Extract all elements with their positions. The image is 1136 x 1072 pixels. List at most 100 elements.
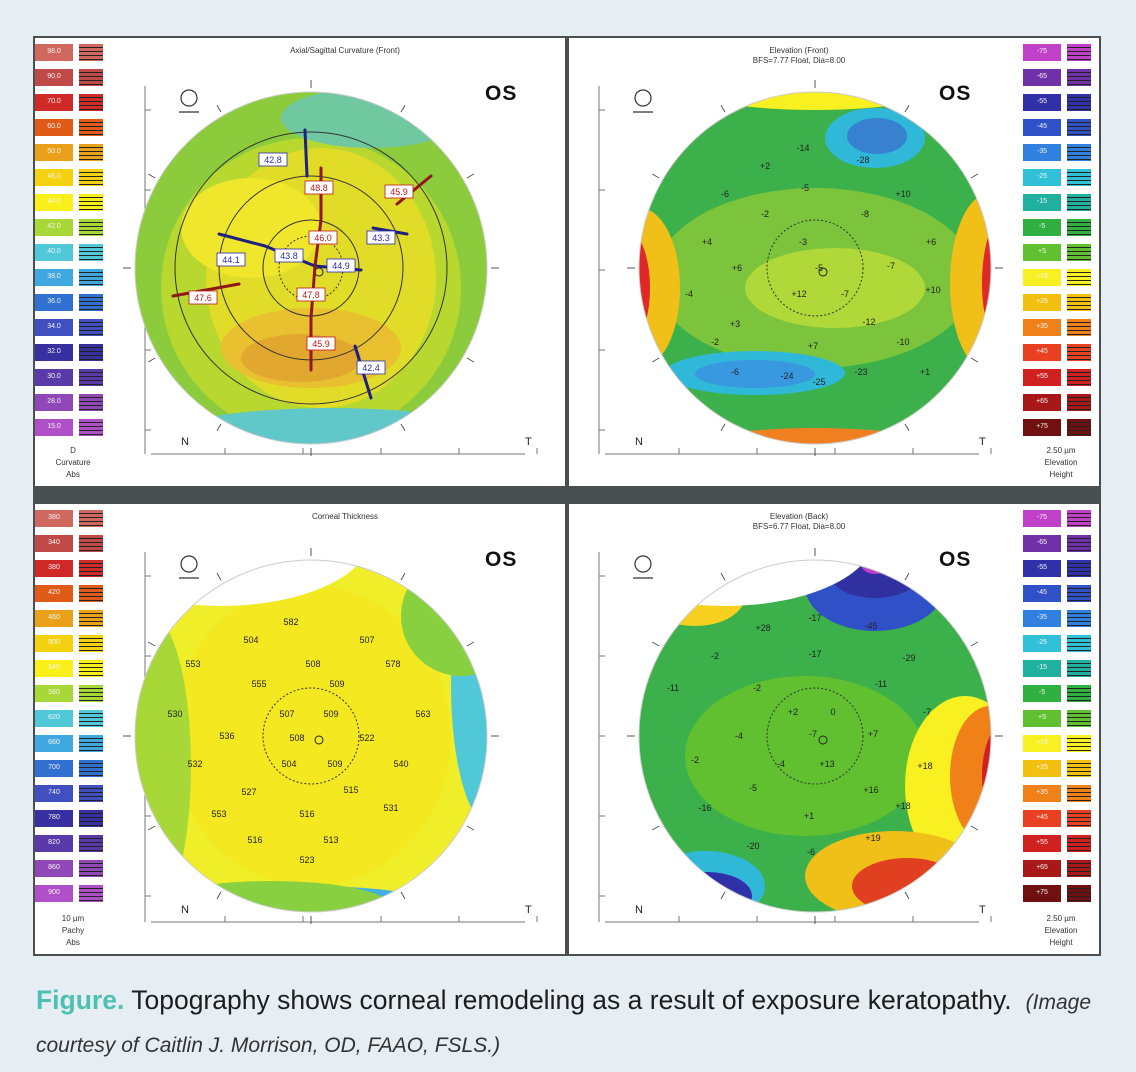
scale-swatch xyxy=(79,369,103,386)
eye-head-icon xyxy=(633,555,653,579)
axial-curvature-panel: 42.8 48.8 45.9 46.0 43.3 43.8 44.1 44.9 47.6 47.8… xyxy=(35,38,565,486)
map-value: 516 xyxy=(299,809,314,819)
map-value: -12 xyxy=(862,317,875,327)
scale-value: -15 xyxy=(1023,194,1061,211)
panel-title-line: Axial/Sagittal Curvature (Front) xyxy=(290,46,400,55)
scale-swatch xyxy=(1067,269,1091,286)
scale-swatch xyxy=(79,44,103,61)
curvature-value: 45.9 xyxy=(312,339,330,349)
map-value: -8 xyxy=(861,209,869,219)
map-value: 582 xyxy=(283,617,298,627)
map-value: 509 xyxy=(329,679,344,689)
map-value: +13 xyxy=(819,759,834,769)
scale-footer: Abs xyxy=(66,938,80,947)
scale-value: 50.0 xyxy=(35,144,73,161)
scale-value: +35 xyxy=(1023,785,1061,802)
map-value: 523 xyxy=(299,855,314,865)
scale-value: 660 xyxy=(35,735,73,752)
map-value: 536 xyxy=(219,731,234,741)
map-value: +19 xyxy=(865,833,880,843)
scale-swatch xyxy=(79,219,103,236)
scale-value: +25 xyxy=(1023,760,1061,777)
curvature-value: 46.0 xyxy=(314,233,332,243)
scale-swatch xyxy=(1067,560,1091,577)
scale-footer: Elevation xyxy=(1044,926,1078,935)
map-value: 522 xyxy=(359,733,374,743)
curvature-value-box xyxy=(274,248,304,263)
scale-value: 30.0 xyxy=(35,369,73,386)
map-value: -7 xyxy=(841,289,849,299)
map-value: +6 xyxy=(732,263,742,273)
map-value: -5 xyxy=(815,263,823,273)
eye-side-label: OS xyxy=(939,82,972,105)
map-value: +7 xyxy=(808,341,818,351)
scale-value: +45 xyxy=(1023,344,1061,361)
map-value: +1 xyxy=(920,367,930,377)
map-value: -11 xyxy=(667,683,679,693)
curvature-value: 48.8 xyxy=(310,183,328,193)
map-value: -24 xyxy=(780,371,793,381)
scale-value: -5 xyxy=(1023,685,1061,702)
scale-value: -45 xyxy=(1023,585,1061,602)
scale-value: -25 xyxy=(1023,635,1061,652)
scale-value: 860 xyxy=(35,860,73,877)
scale-swatch xyxy=(1067,660,1091,677)
map-value: 504 xyxy=(281,759,296,769)
scale-value: 90.0 xyxy=(35,69,73,86)
eye-side-label: OS xyxy=(939,548,972,571)
scale-value: -65 xyxy=(1023,535,1061,552)
topography-figure: 42.8 48.8 45.9 46.0 43.3 43.8 44.1 44.9 47.6 47.8… xyxy=(33,36,1101,956)
temporal-label: T xyxy=(979,904,986,916)
scale-swatch xyxy=(79,69,103,86)
scale-value: +25 xyxy=(1023,294,1061,311)
map-value: 553 xyxy=(211,809,226,819)
map-value: -5 xyxy=(801,183,809,193)
scale-swatch xyxy=(1067,219,1091,236)
scale-swatch xyxy=(79,510,103,527)
scale-value: 620 xyxy=(35,710,73,727)
scale-swatch xyxy=(1067,369,1091,386)
scale-value: 380 xyxy=(35,560,73,577)
scale-swatch xyxy=(1067,319,1091,336)
map-value: +10 xyxy=(925,285,940,295)
panel-title-line: BFS=7.77 Float, Dia=8.00 xyxy=(752,56,846,65)
map-value: -2 xyxy=(711,651,719,661)
map-value: -2 xyxy=(753,683,761,693)
eye-head-icon xyxy=(179,89,199,113)
map-value: 555 xyxy=(251,679,266,689)
scale-swatch xyxy=(79,194,103,211)
scale-swatch xyxy=(1067,144,1091,161)
scale-swatch xyxy=(79,585,103,602)
scale-swatch xyxy=(79,119,103,136)
map-value: 531 xyxy=(383,803,398,813)
map-value: -5 xyxy=(749,783,757,793)
scale-value: -25 xyxy=(1023,169,1061,186)
scale-value: -75 xyxy=(1023,510,1061,527)
map-value: +18 xyxy=(917,761,932,771)
curvature-value: 45.9 xyxy=(390,187,408,197)
scale-value: 44.0 xyxy=(35,194,73,211)
elevation-back-panel: +28 -17 -45 -2 -11 -29 -2 -17 -11 +2 0 -7 -4 -7 +7 -2 -4… xyxy=(569,504,1099,954)
panel-title-line: Elevation (Back) xyxy=(769,512,829,521)
scale-footer: Height xyxy=(1049,470,1073,479)
scale-swatch xyxy=(79,710,103,727)
scale-value: 34.0 xyxy=(35,319,73,336)
scale-swatch xyxy=(1067,785,1091,802)
scale-swatch xyxy=(79,685,103,702)
scale-value: 820 xyxy=(35,835,73,852)
scale-swatch xyxy=(1067,169,1091,186)
scale-swatch xyxy=(1067,710,1091,727)
scale-value: 580 xyxy=(35,685,73,702)
map-value: -11 xyxy=(875,679,887,689)
scale-value: 60.0 xyxy=(35,119,73,136)
scale-swatch xyxy=(1067,194,1091,211)
map-value: -4 xyxy=(685,289,693,299)
scale-value: 740 xyxy=(35,785,73,802)
curvature-value: 47.8 xyxy=(302,290,320,300)
map-value: 508 xyxy=(305,659,320,669)
map-value: -10 xyxy=(896,337,909,347)
scale-value: 36.0 xyxy=(35,294,73,311)
curvature-value: 44.1 xyxy=(222,255,240,265)
caption-text: Topography shows corneal remodeling as a… xyxy=(124,985,1012,1015)
scale-value: 780 xyxy=(35,810,73,827)
